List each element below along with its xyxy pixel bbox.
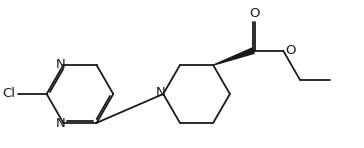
Text: N: N: [56, 58, 66, 71]
Text: O: O: [250, 7, 260, 20]
Text: Cl: Cl: [2, 87, 15, 100]
Text: O: O: [285, 44, 296, 57]
Text: N: N: [156, 86, 166, 99]
Text: N: N: [56, 117, 66, 130]
Polygon shape: [213, 48, 254, 65]
